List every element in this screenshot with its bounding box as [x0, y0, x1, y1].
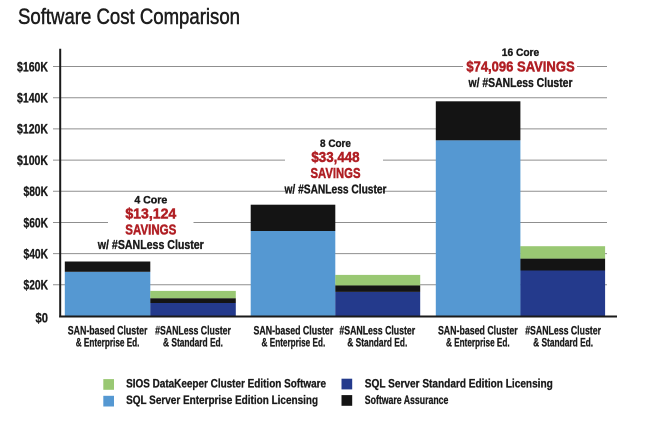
svg-text:Software Assurance: Software Assurance — [365, 393, 449, 407]
svg-text:& Enterprise Ed.: & Enterprise Ed. — [76, 335, 140, 349]
svg-text:& Enterprise Ed.: & Enterprise Ed. — [446, 335, 510, 349]
svg-text:#SANLess Cluster: #SANLess Cluster — [155, 323, 231, 337]
svg-text:SAN-based Cluster: SAN-based Cluster — [438, 323, 518, 337]
svg-text:$60K: $60K — [24, 214, 49, 230]
svg-text:Software Cost Comparison: Software Cost Comparison — [18, 4, 240, 29]
svg-text:SQL Server Enterprise Edition: SQL Server Enterprise Edition Licensing — [126, 393, 318, 407]
svg-text:$160K: $160K — [17, 58, 48, 74]
svg-text:$40K: $40K — [24, 245, 49, 261]
svg-text:$100K: $100K — [17, 152, 48, 168]
svg-text:$13,124: $13,124 — [125, 207, 176, 223]
svg-text:#SANLess Cluster: #SANLess Cluster — [339, 323, 415, 337]
svg-text:& Standard Ed.: & Standard Ed. — [533, 335, 593, 349]
svg-text:w/ #SANLess Cluster: w/ #SANLess Cluster — [468, 75, 573, 90]
svg-text:$20K: $20K — [24, 277, 49, 293]
svg-text:16 Core: 16 Core — [502, 47, 539, 59]
svg-text:8 Core: 8 Core — [320, 138, 351, 150]
svg-text:SAN-based Cluster: SAN-based Cluster — [68, 323, 148, 337]
svg-text:SAVINGS: SAVINGS — [125, 222, 176, 238]
svg-text:w/ #SANLess Cluster: w/ #SANLess Cluster — [284, 181, 387, 196]
svg-text:w/ #SANLess Cluster: w/ #SANLess Cluster — [97, 237, 204, 252]
svg-text:$120K: $120K — [17, 121, 48, 137]
svg-text:$80K: $80K — [24, 183, 49, 199]
svg-text:& Enterprise Ed.: & Enterprise Ed. — [262, 335, 326, 349]
svg-text:$0: $0 — [36, 309, 49, 325]
svg-text:SQL Server Standard Edition Li: SQL Server Standard Edition Licensing — [365, 377, 553, 391]
svg-text:SAVINGS: SAVINGS — [311, 166, 361, 182]
svg-text:& Standard Ed.: & Standard Ed. — [347, 335, 407, 349]
svg-text:SIOS DataKeeper Cluster Editio: SIOS DataKeeper Cluster Edition Software — [126, 377, 326, 391]
svg-text:& Standard Ed.: & Standard Ed. — [163, 335, 223, 349]
svg-text:$74,096 SAVINGS: $74,096 SAVINGS — [466, 59, 575, 75]
svg-text:4 Core: 4 Core — [134, 195, 167, 207]
svg-text:SAN-based Cluster: SAN-based Cluster — [254, 323, 334, 337]
svg-text:#SANLess Cluster: #SANLess Cluster — [525, 323, 601, 337]
svg-text:$140K: $140K — [17, 90, 48, 106]
svg-text:$33,448: $33,448 — [311, 150, 359, 166]
